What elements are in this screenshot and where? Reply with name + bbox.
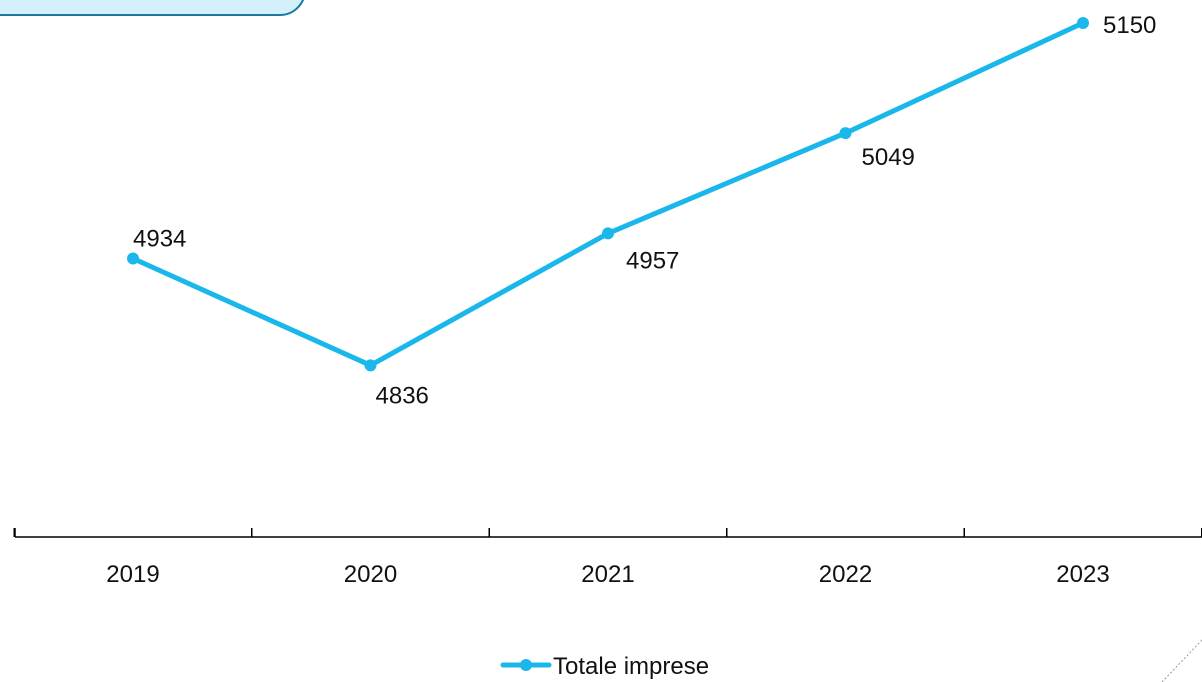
series-layer [127,17,1089,372]
data-label: 4836 [376,382,429,409]
x-tick-label: 2019 [106,561,159,588]
corner-fold-decoration [1161,639,1202,682]
data-label: 5049 [862,144,915,171]
data-point [602,227,614,240]
data-point [839,127,852,140]
legend-label: Totale imprese [553,653,709,680]
data-point [127,252,139,265]
series-line-totale-imprese [130,20,1086,368]
data-label: 4957 [626,247,679,274]
legend: Totale imprese [500,653,709,680]
data-label: 5150 [1103,12,1156,39]
data-point [1077,17,1089,29]
x-tick-label: 2023 [1056,561,1109,588]
data-label: 4934 [133,225,186,252]
legend-swatch-marker [520,659,532,671]
x-tick-label: 2020 [344,561,397,588]
x-tick-label: 2022 [819,561,872,588]
x-tick-label: 2021 [581,561,634,588]
x-axis: 2019 2020 2021 2022 2023 [13,528,1202,588]
data-labels: 4934 4836 4957 5049 5150 [133,12,1156,409]
data-point [364,359,377,372]
